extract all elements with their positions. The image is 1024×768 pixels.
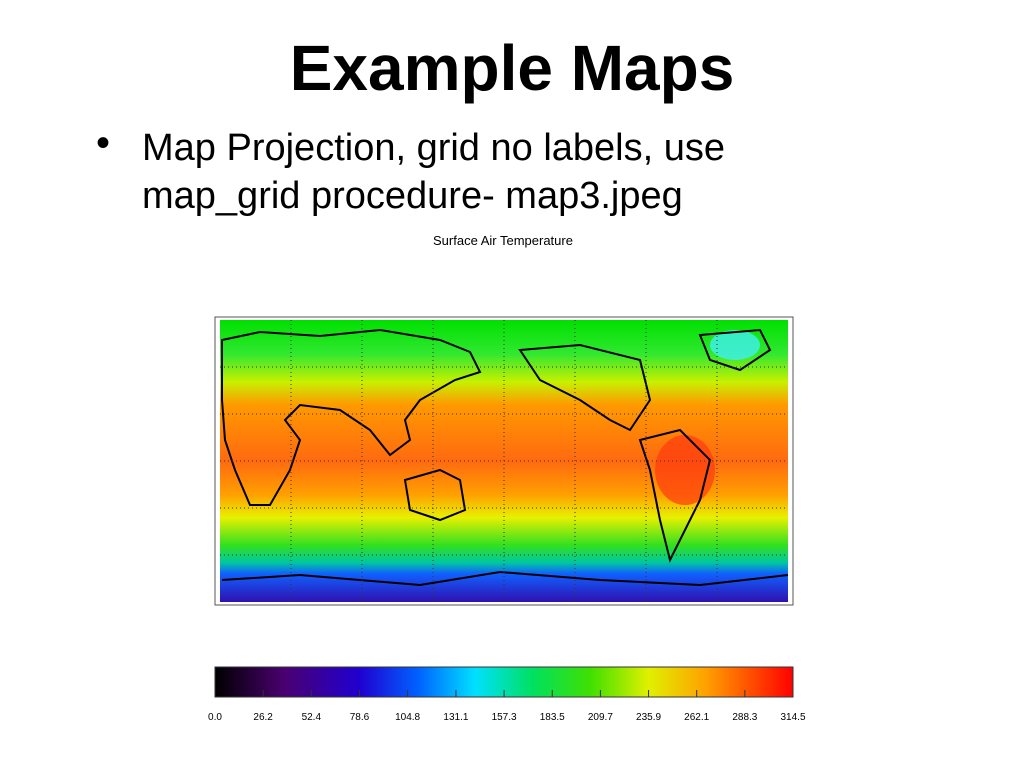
- colorbar-tick-label: 209.7: [588, 712, 613, 723]
- cold-spot: [710, 330, 760, 360]
- colorbar-tick-label: 104.8: [395, 712, 420, 723]
- slide-title: Example Maps: [289, 32, 735, 104]
- colorbar-tick-label: 314.5: [780, 712, 805, 723]
- colorbar-tick-label: 288.3: [732, 712, 757, 723]
- colorbar-tick-label: 0.0: [208, 712, 222, 723]
- bullet-text: Map Projection, grid no labels, use map_…: [142, 127, 725, 217]
- colorbar-tick-label: 52.4: [302, 712, 322, 723]
- colorbar-tick-label: 183.5: [540, 712, 565, 723]
- map-grid: [220, 320, 788, 602]
- figure-title: Surface Air Temperature: [433, 233, 573, 248]
- colorbar-tick-label: 78.6: [350, 712, 370, 723]
- hot-spot: [655, 435, 715, 505]
- coastlines: [221, 328, 789, 587]
- bullet-dot: •: [96, 121, 111, 165]
- colorbar-tick-label: 262.1: [684, 712, 709, 723]
- colorbar-tick-label: 157.3: [492, 712, 517, 723]
- colorbar-tick-label: 131.1: [443, 712, 468, 723]
- colorbar-tick-label: 26.2: [253, 712, 273, 723]
- colorbar-tick-label: 235.9: [636, 712, 661, 723]
